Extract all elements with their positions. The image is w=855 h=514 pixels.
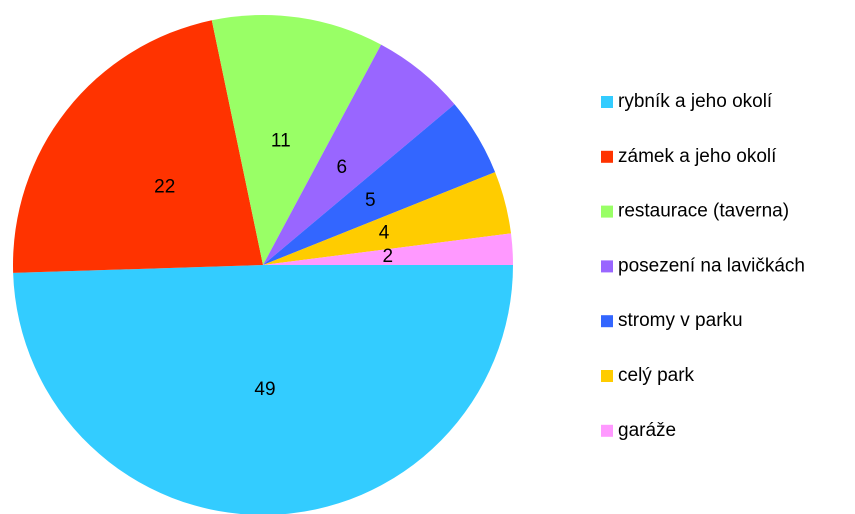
legend-label: garáže xyxy=(618,420,676,441)
data-label: 2 xyxy=(382,246,393,267)
data-label: 11 xyxy=(271,130,291,151)
pie-slice xyxy=(263,233,513,265)
pie-slice xyxy=(12,20,263,273)
legend-label: restaurace (taverna) xyxy=(618,201,789,222)
pie-slice xyxy=(263,44,455,265)
data-label: 4 xyxy=(379,223,390,244)
legend-label: celý park xyxy=(618,365,695,386)
pie-slice xyxy=(263,104,496,265)
legend-swatch xyxy=(601,260,613,273)
data-label: 22 xyxy=(154,177,175,198)
data-label: 49 xyxy=(254,379,275,400)
pie-slice xyxy=(211,15,382,266)
pie-slice xyxy=(13,265,513,514)
legend-label: rybník a jeho okolí xyxy=(618,91,773,112)
legend-swatch xyxy=(601,424,613,437)
legend-label: posezení na lavičkách xyxy=(618,255,805,276)
legend-swatch xyxy=(601,315,613,328)
legend-swatch xyxy=(601,150,613,163)
data-label: 6 xyxy=(337,157,348,178)
legend-swatch xyxy=(601,205,613,218)
legend-label: zámek a jeho okolí xyxy=(618,146,777,167)
pie-slice xyxy=(263,172,511,265)
legend-swatch xyxy=(601,370,613,382)
legend-swatch xyxy=(601,96,613,108)
legend-label: stromy v parku xyxy=(618,310,743,331)
data-label: 5 xyxy=(365,190,376,211)
